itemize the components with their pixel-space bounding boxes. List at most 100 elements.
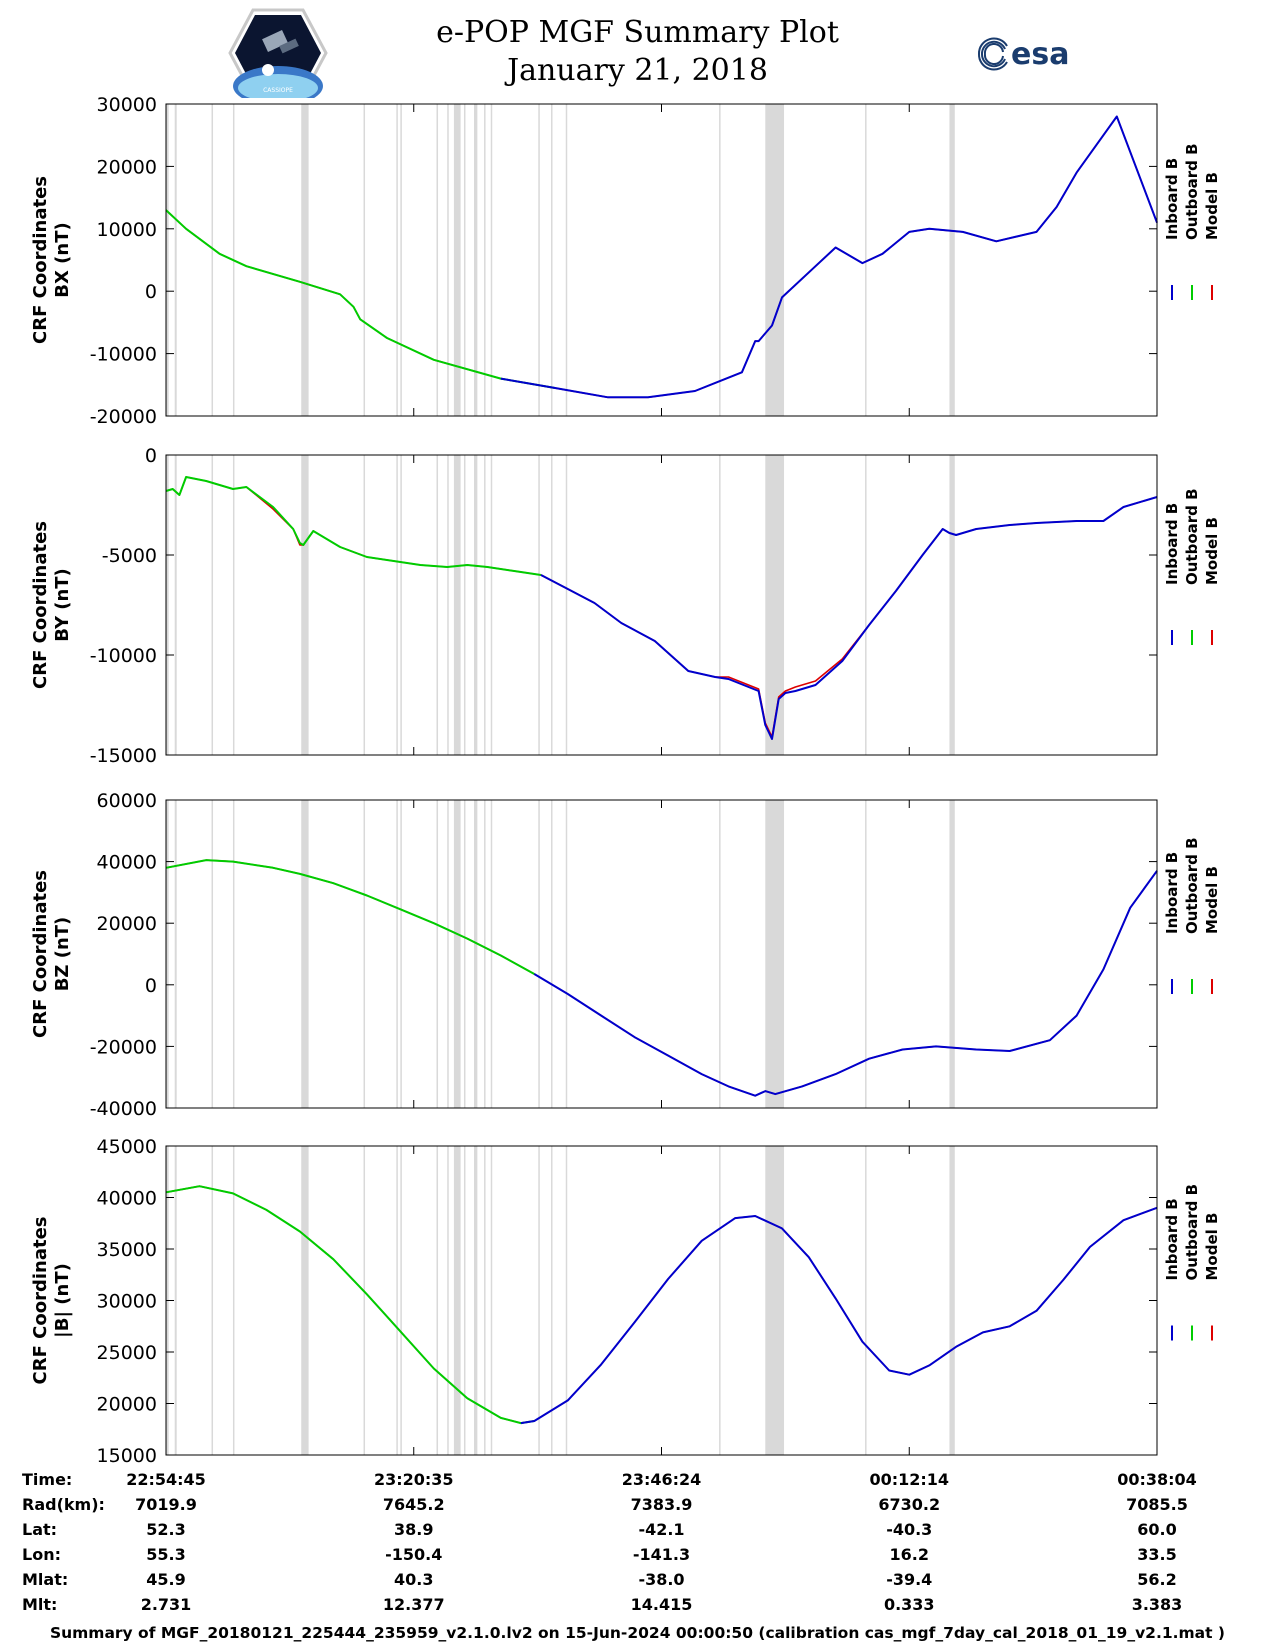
data-gap-band [463,455,466,755]
y-tick-label: 35000 [97,1239,157,1261]
data-gap-band [490,1146,493,1455]
data-gap-band [490,104,493,416]
y-tick-label: 30000 [97,1291,157,1313]
info-cell: 40.3 [394,1570,434,1589]
data-gap-band [719,455,721,755]
data-gap-band [400,1146,402,1455]
y-tick-label: 10000 [97,219,157,241]
data-gap-band [447,455,449,755]
data-gap-band [211,104,214,416]
legend-label: Outboard B [1183,488,1201,585]
panel-frame [165,799,1158,1109]
data-gap-band [551,800,553,1108]
legend-label: Model B [1203,517,1221,585]
data-gap-band [400,800,402,1108]
y-axis-label: CRF CoordinatesBZ (nT) [30,870,73,1038]
data-gap-band [301,1146,309,1455]
data-gap-band [551,1146,553,1455]
legend-label: Inboard B [1163,503,1181,585]
data-gap-band [447,800,449,1108]
data-gap-band [490,800,493,1108]
title-line-2: January 21, 2018 [507,53,768,88]
data-gap-band [301,104,309,416]
legend-label: Outboard B [1183,143,1201,240]
data-gap-band [166,455,169,755]
data-gap-band [396,800,398,1108]
data-gap-band [538,104,540,416]
data-gap-band [174,455,177,755]
y-axis-label-line-1: CRF Coordinates [30,870,51,1038]
data-gap-band [538,1146,540,1455]
info-cell: 55.3 [146,1545,186,1564]
data-gap-band [865,1146,867,1455]
data-gap-band [301,800,309,1108]
info-cell: 38.9 [394,1520,434,1539]
data-gap-band [490,455,493,755]
data-gap-band [436,104,439,416]
data-gap-band [453,1146,461,1455]
data-gap-band [949,1146,955,1455]
y-tick-label: -40000 [90,1098,157,1120]
data-gap-band [174,1146,177,1455]
panel-by: 0 -5000 -10000 -15000 CRF CoordinatesBY (nT)… [30,445,1221,767]
y-tick-label: 45000 [97,1136,157,1158]
footer-caption: Summary of MGF_20180121_225444_235959_v2… [49,1624,1226,1642]
data-gap-band [463,1146,466,1455]
info-cell: 3.383 [1131,1595,1183,1614]
y-axis-label-line-2: BZ (nT) [52,917,73,992]
y-tick-label: 20000 [97,1394,157,1416]
y-tick-label: 20000 [97,156,157,178]
panel-bz: 60000 40000 20000 0 -20000 -40000 CRF Coordina… [30,790,1221,1120]
info-row-label: Mlt: [22,1595,58,1614]
series-line-inboard-b [520,1206,1158,1425]
info-cell: 23:46:24 [621,1470,702,1489]
panel-frame [165,103,1158,417]
data-gap-band [436,1146,439,1455]
data-gap-band [447,1146,449,1455]
data-gap-band [363,800,366,1108]
info-cell: -42.1 [638,1520,685,1539]
y-tick-label: -5000 [102,545,157,567]
data-gap-band [538,455,540,755]
info-cell: 12.377 [382,1595,445,1614]
series-line-outboard-b [165,1185,535,1425]
info-cell: 7019.9 [135,1495,197,1514]
data-gap-band [211,455,214,755]
data-gap-band [765,104,785,416]
y-axis-label: CRF Coordinates|B| (nT) [30,1217,73,1385]
info-cell: 45.9 [146,1570,186,1589]
data-gap-band [719,1146,721,1455]
y-tick-label: 20000 [97,913,157,935]
plot-title: e-POP MGF Summary Plot January 21, 2018 [0,14,1275,90]
legend-label: Outboard B [1183,837,1201,934]
data-gap-band [301,455,309,755]
data-gap-band [865,455,867,755]
data-gap-band [211,800,214,1108]
series-line-inboard-b [540,496,1158,740]
data-gap-band [865,800,867,1108]
info-cell: 00:38:04 [1117,1470,1197,1489]
data-gap-band [474,455,478,755]
series-line-outboard-b [165,859,535,975]
data-gap-band [436,800,439,1108]
data-gap-band [166,104,169,416]
data-gap-band [453,800,461,1108]
y-tick-label: 60000 [97,790,157,812]
info-cell: 7383.9 [630,1495,693,1514]
info-cell: 60.0 [1137,1520,1177,1539]
legend-label: Model B [1203,1213,1221,1281]
info-cell: -39.4 [886,1570,933,1589]
series-line-model-b [165,476,1158,738]
series-line-model-b [165,1185,1158,1424]
y-tick-label: -20000 [90,406,157,428]
info-cell: 7085.5 [1126,1495,1188,1514]
y-tick-label: 30000 [97,94,157,116]
y-tick-label: -10000 [90,344,157,366]
data-gap-band [400,104,402,416]
y-tick-label: 0 [145,445,157,467]
data-gap-band [484,455,486,755]
y-tick-label: -10000 [90,645,157,667]
data-gap-band [484,1146,486,1455]
info-cell: -141.3 [632,1545,691,1564]
